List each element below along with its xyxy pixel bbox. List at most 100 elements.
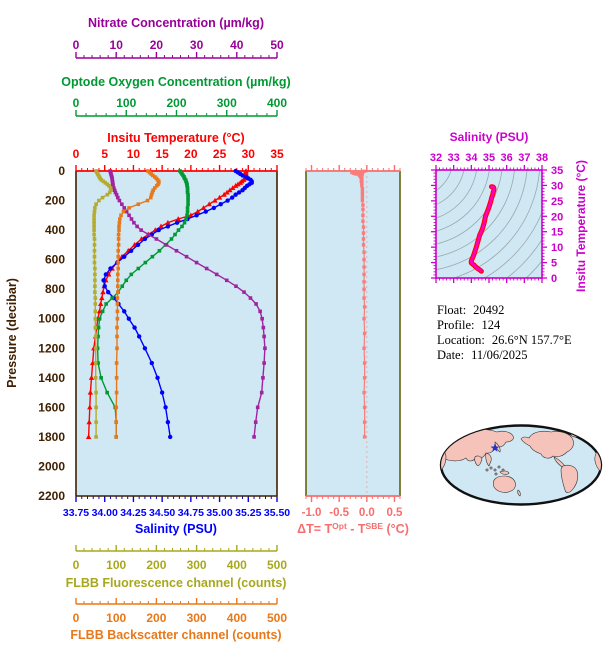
data-marker xyxy=(362,376,367,380)
dt-title-sup-opt: Opt xyxy=(332,521,347,531)
ts-temperature-tick-label: 35 xyxy=(551,165,563,177)
data-marker xyxy=(105,192,110,197)
profile-number-line: Profile: 124 xyxy=(437,318,572,333)
data-marker xyxy=(186,192,190,197)
data-marker xyxy=(128,248,134,253)
ts-temperature-tick-label: 0 xyxy=(551,273,557,285)
tick-label: 35.50 xyxy=(264,507,290,519)
axis-line xyxy=(400,0,407,260)
tick-label: 100 xyxy=(106,558,126,572)
axis-line xyxy=(400,0,407,319)
data-marker xyxy=(203,209,208,214)
float-location-star xyxy=(490,443,500,452)
data-marker xyxy=(218,202,223,207)
data-marker xyxy=(100,309,105,314)
data-marker xyxy=(110,296,114,300)
data-marker xyxy=(169,237,174,241)
tick-label: 0 xyxy=(73,558,80,572)
data-marker xyxy=(362,346,366,350)
data-marker xyxy=(109,188,113,193)
tick-label: -1.0 xyxy=(302,507,322,519)
island xyxy=(501,468,505,472)
data-marker xyxy=(117,224,121,229)
tick-label: 20 xyxy=(150,38,164,52)
data-marker xyxy=(87,389,94,395)
data-marker xyxy=(227,187,233,193)
data-marker xyxy=(94,435,98,439)
data-marker xyxy=(92,254,97,259)
data-marker xyxy=(174,220,180,225)
data-marker xyxy=(92,248,97,253)
data-marker xyxy=(184,254,189,259)
data-marker xyxy=(188,212,194,218)
data-marker xyxy=(93,325,98,330)
data-marker xyxy=(362,390,366,395)
data-marker xyxy=(362,265,366,269)
data-marker xyxy=(176,228,181,232)
data-marker xyxy=(113,190,118,195)
data-marker xyxy=(127,213,131,218)
data-marker xyxy=(185,188,190,193)
axis-line xyxy=(277,0,284,407)
data-marker xyxy=(146,232,151,237)
data-marker xyxy=(214,272,219,277)
axis-line xyxy=(299,0,306,289)
backscatter-axis-bar: 0 100 200 300 400 500 xyxy=(73,598,287,625)
data-marker xyxy=(362,331,367,336)
data-marker xyxy=(152,186,157,190)
data-marker xyxy=(254,302,258,306)
data-marker xyxy=(115,296,120,300)
data-marker xyxy=(360,189,365,194)
north-america xyxy=(520,430,574,459)
data-marker xyxy=(145,198,150,203)
data-marker xyxy=(362,317,366,321)
data-marker xyxy=(165,224,171,229)
data-marker xyxy=(114,361,119,365)
ts-temperature-tick-label: 5 xyxy=(551,258,557,270)
data-marker xyxy=(149,360,155,366)
data-marker xyxy=(107,183,111,188)
tick-label: 100 xyxy=(106,611,126,625)
ts-curve xyxy=(468,184,497,274)
data-marker xyxy=(105,390,109,395)
main-profile-panel: 0200400600800100012001400160018002000220… xyxy=(38,0,290,519)
axis-line xyxy=(400,0,407,289)
data-marker xyxy=(361,231,366,235)
data-marker xyxy=(108,186,113,190)
data-marker xyxy=(351,171,356,175)
india xyxy=(474,455,483,466)
data-marker xyxy=(88,374,95,380)
data-marker xyxy=(186,202,190,207)
data-marker xyxy=(361,243,366,247)
data-marker xyxy=(116,237,121,241)
plot-background xyxy=(306,171,400,496)
data-marker xyxy=(156,227,161,233)
data-marker xyxy=(135,224,139,229)
data-marker xyxy=(230,185,236,191)
data-marker xyxy=(236,190,242,195)
tick-label: 500 xyxy=(267,611,287,625)
data-marker xyxy=(120,284,125,289)
data-marker xyxy=(122,254,127,259)
ts-salinity-title: Salinity (PSU) xyxy=(450,130,529,144)
pressure-tick-label: 400 xyxy=(45,223,65,237)
data-marker xyxy=(255,405,260,410)
tick-label: 0.0 xyxy=(359,507,375,519)
data-marker xyxy=(211,205,217,211)
data-marker xyxy=(104,302,108,306)
pressure-tick-label: 1800 xyxy=(38,430,65,444)
data-marker xyxy=(354,172,358,176)
data-marker xyxy=(261,325,266,330)
axis-line xyxy=(400,0,407,201)
tick-label: 30 xyxy=(242,147,256,161)
location-value: 26.6°N 157.7°E xyxy=(491,333,572,347)
data-marker xyxy=(116,272,120,277)
data-marker xyxy=(105,289,111,295)
data-marker xyxy=(116,254,121,259)
data-marker xyxy=(124,209,129,214)
data-marker xyxy=(185,213,189,218)
oxygen-axis-bar: 0 100 200 300 400 xyxy=(73,96,287,117)
tick-label: 33.75 xyxy=(63,507,89,519)
data-marker xyxy=(362,287,366,291)
pressure-tick-label: 2000 xyxy=(38,459,65,473)
